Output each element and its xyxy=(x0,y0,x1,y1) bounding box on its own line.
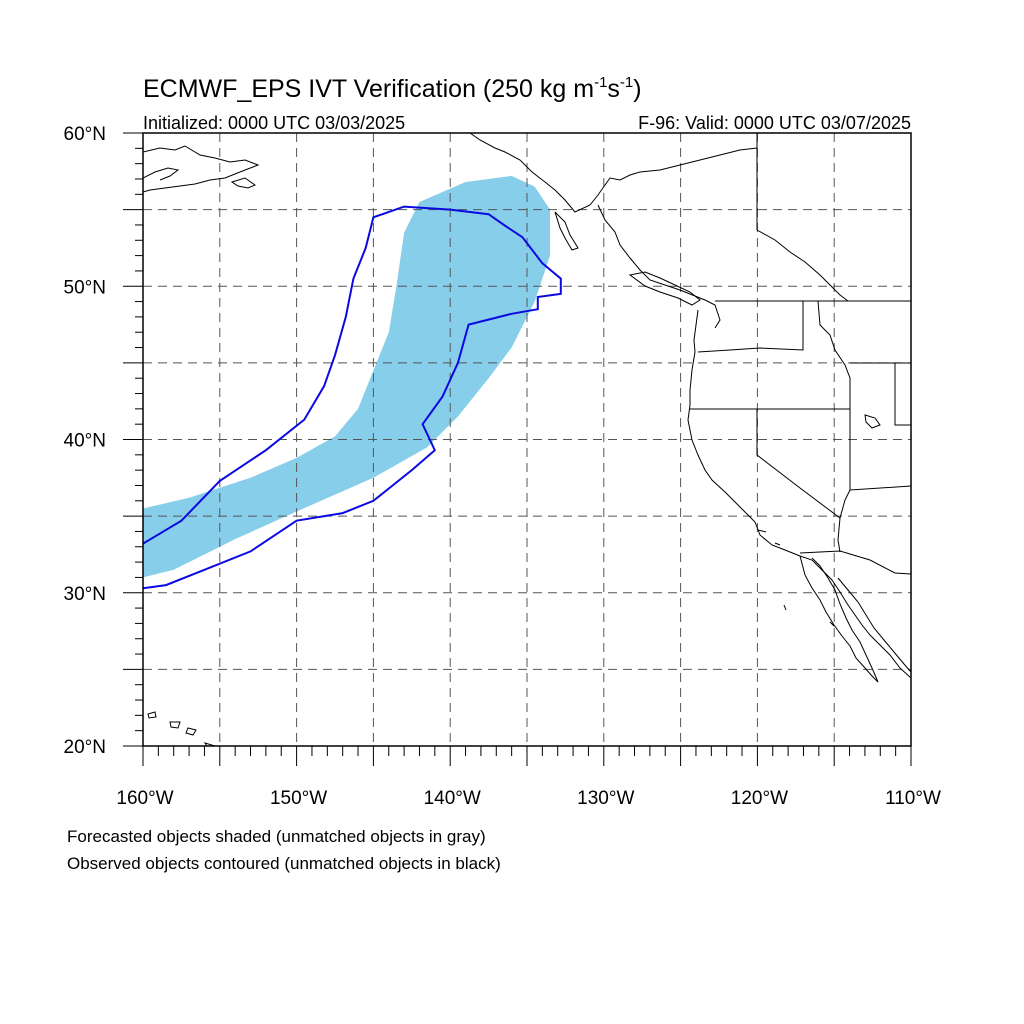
alaska-coastline xyxy=(143,145,260,193)
lon-label: 130°W xyxy=(577,788,634,809)
lon-label: 150°W xyxy=(270,788,327,809)
init-time-label: Initialized: 0000 UTC 03/03/2025 xyxy=(143,113,405,133)
gulf-of-alaska-coast xyxy=(469,133,758,213)
forecast-object-shading xyxy=(143,175,550,578)
washington-oregon-border xyxy=(697,301,804,353)
map-frame xyxy=(142,132,912,747)
vancouver-island-coast xyxy=(628,271,701,306)
haida-gwaii-coast xyxy=(554,211,579,251)
idaho-border xyxy=(817,300,851,409)
idaho-wyoming-border xyxy=(850,362,911,426)
lon-label: 140°W xyxy=(424,788,481,809)
lat-label: 40°N xyxy=(64,431,106,452)
nevada-arizona-border xyxy=(837,489,851,553)
axis-ticks xyxy=(123,132,912,766)
lon-label: 110°W xyxy=(885,788,941,809)
forecast-note: Forecasted objects shaded (unmatched obj… xyxy=(67,827,486,846)
valid-time-label: F-96: Valid: 0000 UTC 03/07/2025 xyxy=(638,113,911,133)
longitude-labels: 160°W 150°W 140°W 130°W 120°W 110°W xyxy=(116,788,941,809)
observed-note: Observed objects contoured (unmatched ob… xyxy=(67,854,501,873)
hawaii-coast xyxy=(147,711,217,746)
coastlines xyxy=(143,133,911,746)
us-west-coast xyxy=(687,309,911,679)
bc-alberta-border xyxy=(756,229,849,302)
observed-object-contour xyxy=(143,205,562,590)
great-salt-lake xyxy=(864,414,881,429)
lon-label: 160°W xyxy=(116,788,173,809)
latitude-labels: 60°N 50°N 40°N 30°N 20°N xyxy=(64,124,106,758)
alaska-peninsula-coast xyxy=(143,167,257,189)
nevada-border xyxy=(756,409,841,519)
lat-label: 50°N xyxy=(64,277,106,298)
lon-label: 120°W xyxy=(731,788,788,809)
baja-california-coast xyxy=(799,555,879,683)
bc-coast xyxy=(597,204,721,329)
us-mexico-border xyxy=(799,550,911,575)
lat-label: 30°N xyxy=(64,584,106,605)
graticule xyxy=(143,133,911,746)
political-borders xyxy=(690,133,911,575)
lat-label: 20°N xyxy=(64,737,106,758)
channel-islands xyxy=(757,529,835,627)
gulf-of-california-coast xyxy=(837,577,911,673)
utah-arizona-border xyxy=(849,409,911,491)
lat-label: 60°N xyxy=(64,124,106,145)
map-title: ECMWF_EPS IVT Verification (250 kg m-1s-… xyxy=(143,74,642,103)
